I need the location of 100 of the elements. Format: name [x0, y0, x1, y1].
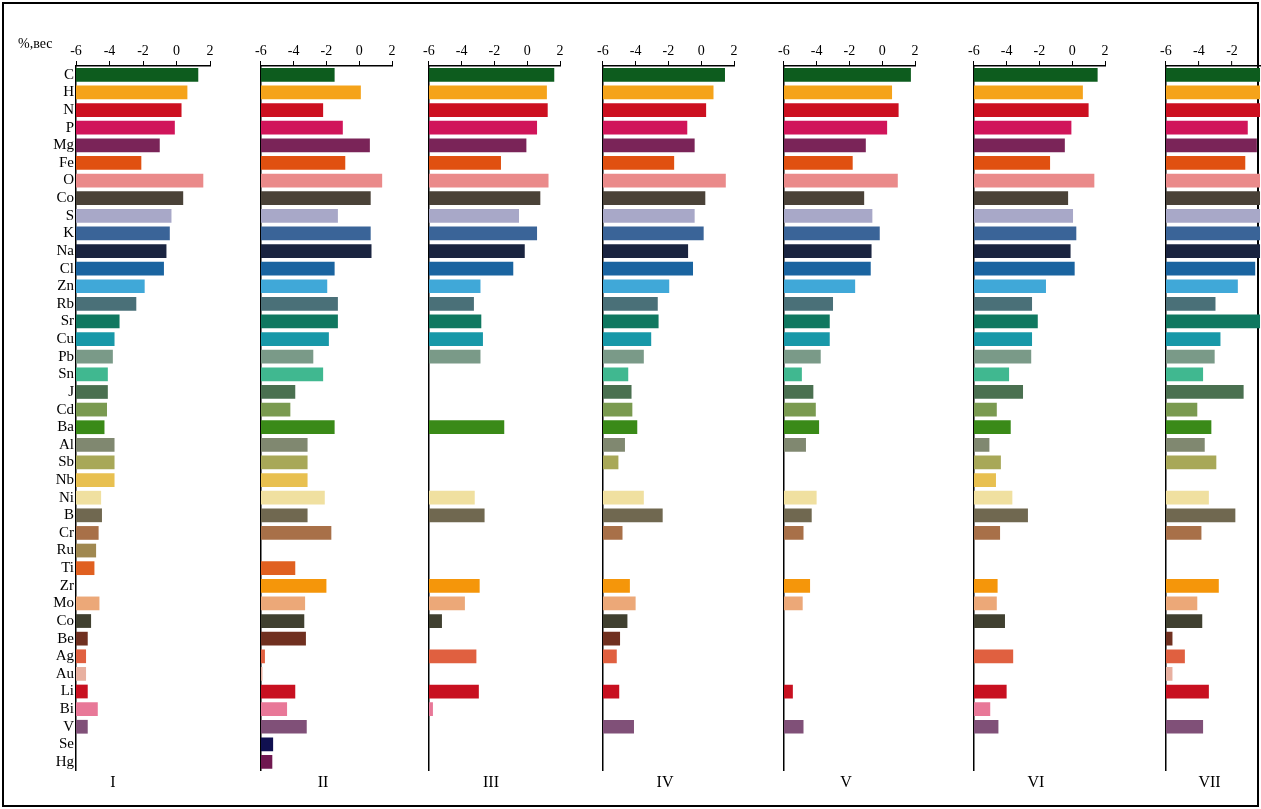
bar [428, 349, 481, 364]
bar [76, 702, 98, 716]
bar [76, 402, 107, 417]
bar [602, 490, 644, 505]
bar [973, 279, 1046, 294]
bar [260, 85, 361, 100]
bar [602, 526, 623, 540]
bar [1165, 490, 1209, 505]
y-tick-label: Nb [55, 471, 74, 488]
bar [783, 279, 856, 294]
x-tick-label: -2 [662, 43, 675, 59]
y-tick-label: Ti [61, 559, 74, 576]
bar [260, 631, 306, 646]
y-tick-label: Ag [55, 647, 75, 664]
bar [973, 332, 1033, 346]
bar [783, 191, 865, 206]
x-tick-label: 2 [911, 43, 919, 59]
x-tick-label: -4 [629, 43, 642, 59]
bar [973, 490, 1013, 505]
bar [260, 226, 371, 241]
bar [602, 85, 714, 100]
x-tick-label: -4 [103, 43, 116, 59]
y-tick-label: Al [59, 435, 74, 452]
bar [783, 85, 893, 100]
bar [260, 473, 308, 487]
y-tick-label: Ru [56, 541, 75, 558]
bar [428, 420, 505, 435]
x-tick-label: -2 [320, 43, 333, 59]
bar [973, 719, 999, 734]
y-tick-label: Pb [58, 347, 74, 364]
bar [783, 385, 814, 399]
bar [973, 578, 998, 593]
bar [76, 420, 105, 435]
bar [783, 367, 802, 382]
y-tick-label: V [63, 717, 75, 734]
bar [1165, 173, 1261, 188]
x-tick-label: 2 [1101, 43, 1109, 59]
bar [1165, 156, 1246, 170]
bar [1165, 667, 1173, 681]
bar [973, 120, 1072, 135]
x-tick-label: 0 [523, 43, 531, 59]
x-tick-label: -4 [455, 43, 468, 59]
x-tick-label: -2 [1033, 43, 1046, 59]
bar [602, 314, 659, 329]
bar [602, 437, 625, 452]
bar [783, 490, 817, 505]
x-tick-label: 2 [388, 43, 396, 59]
bar [973, 85, 1083, 100]
bar [76, 490, 102, 505]
bar [1165, 578, 1219, 593]
bar [76, 719, 88, 734]
y-tick-label: J [68, 382, 75, 399]
bar [76, 649, 87, 664]
y-tick-label: Zr [59, 576, 74, 593]
bar [973, 455, 1001, 470]
bar [260, 649, 265, 664]
bar [260, 244, 372, 258]
x-tick-label: 0 [173, 43, 180, 59]
bar [260, 526, 332, 540]
bar [76, 631, 88, 646]
bar [1165, 279, 1238, 294]
x-tick-label: 0 [1068, 43, 1076, 59]
bar [1165, 244, 1261, 258]
x-axis-title: VI [1027, 772, 1045, 790]
bar [602, 138, 695, 153]
bar [1165, 367, 1204, 382]
bar [783, 103, 899, 117]
bar [602, 191, 706, 206]
bar [260, 719, 307, 734]
bar [973, 508, 1028, 523]
y-tick-label: P [65, 118, 74, 135]
bar [973, 173, 1095, 188]
y-tick-label: Cd [56, 400, 75, 417]
y-tick-label: Mg [53, 136, 75, 153]
bar [428, 103, 548, 117]
bar [260, 737, 274, 752]
bar [76, 437, 115, 452]
bar [76, 208, 172, 223]
bar [76, 173, 204, 188]
x-axis-title: III [483, 772, 499, 790]
y-tick-label: Co [56, 189, 74, 206]
bar [1165, 120, 1248, 135]
y-tick-label: B [63, 506, 74, 523]
bar [260, 173, 383, 188]
bar [260, 67, 335, 82]
bar [602, 103, 707, 117]
bar [783, 578, 811, 593]
bar [260, 755, 273, 769]
bar [76, 261, 164, 276]
bar [76, 349, 113, 364]
bar [428, 279, 481, 294]
bar [1165, 719, 1204, 734]
x-axis-title: V [840, 772, 853, 790]
bar [76, 684, 88, 699]
y-tick-label: S [65, 206, 74, 223]
bar [428, 332, 483, 346]
bar [76, 614, 92, 628]
bar [1165, 508, 1236, 523]
bar [260, 156, 346, 170]
bar [76, 226, 170, 241]
